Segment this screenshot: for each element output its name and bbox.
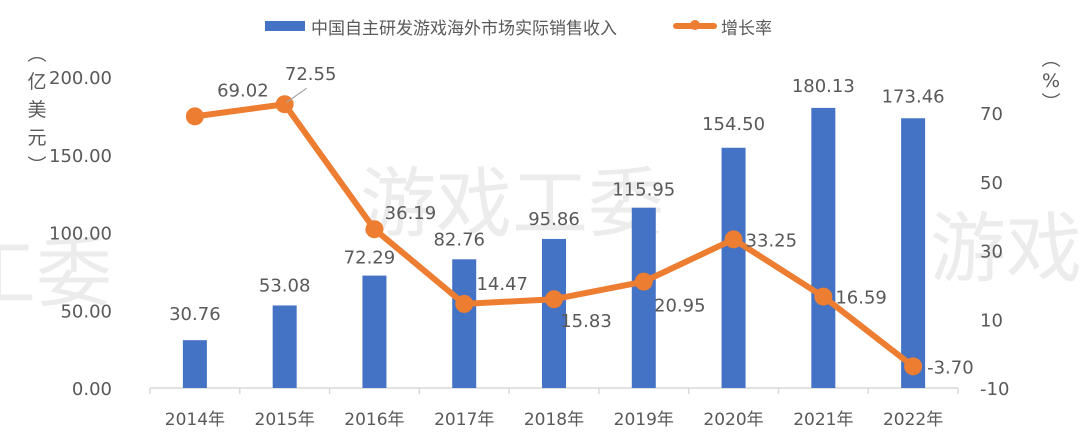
line-swatch-icon xyxy=(673,20,717,30)
revenue-value-label: 30.76 xyxy=(169,304,221,325)
right-axis-ticks: -10 10 30 50 70 xyxy=(980,104,1009,400)
revenue-bar xyxy=(452,259,477,388)
left-axis-title-char: ︵ xyxy=(27,43,47,65)
revenue-bar xyxy=(901,118,926,388)
x-axis-category-label: 2017年 xyxy=(434,410,494,430)
left-axis-tick-label: 0.00 xyxy=(72,379,112,400)
revenue-value-label: 154.50 xyxy=(702,114,765,135)
growth-value-label: 16.59 xyxy=(835,288,887,309)
label-leader-line xyxy=(286,87,308,103)
x-axis-category-label: 2018年 xyxy=(524,410,584,430)
growth-value-label: 20.95 xyxy=(654,296,706,317)
x-axis-category-label: 2016年 xyxy=(344,410,404,430)
right-axis-tick-label: 50 xyxy=(980,173,1003,194)
revenue-value-label: 95.86 xyxy=(528,209,580,230)
x-axis: 2014年 2015年 2016年 2017年 2018年 2019年 2020年 2021年… xyxy=(149,387,959,430)
chart-legend: 中国自主研发游戏海外市场实际销售收入 增长率 xyxy=(265,14,828,39)
growth-value-label: 69.02 xyxy=(217,80,269,101)
revenue-bar xyxy=(542,238,566,388)
right-axis-tick-label: 70 xyxy=(980,104,1003,125)
revenue-value-label: 173.46 xyxy=(882,86,945,107)
left-axis-title-char: 美 xyxy=(27,99,47,121)
x-axis-category-label: 2015年 xyxy=(255,410,315,430)
growth-marker xyxy=(545,290,563,309)
right-axis-tick-label: 10 xyxy=(980,310,1003,331)
left-axis-ticks: 0.00 50.00 100.00 150.00 200.00 xyxy=(49,68,112,400)
growth-marker xyxy=(904,357,923,376)
growth-value-label: 33.25 xyxy=(746,230,798,251)
left-axis-tick-label: 150.00 xyxy=(49,146,112,167)
revenue-bar xyxy=(272,305,297,388)
x-axis-category-label: 2019年 xyxy=(614,410,674,430)
watermark-text: 游戏工委 xyxy=(360,159,664,248)
revenue-value-label: 72.29 xyxy=(344,248,396,269)
x-axis-category-label: 2014年 xyxy=(165,410,225,430)
bar-swatch-icon xyxy=(265,21,305,31)
revenue-value-label: 53.08 xyxy=(259,275,311,296)
left-axis-title-char: 亿 xyxy=(27,71,47,93)
watermark: 工委游戏工委游戏工委 xyxy=(0,159,1080,318)
legend-item-revenue: 中国自主研发游戏海外市场实际销售收入 xyxy=(265,14,617,39)
bar-series xyxy=(182,107,926,388)
watermark-text: 游戏工委 xyxy=(930,204,1080,293)
x-axis-category-label: 2020年 xyxy=(703,410,763,430)
legend-item-growth: 增长率 xyxy=(673,14,772,39)
revenue-bar xyxy=(362,275,387,388)
left-axis-tick-label: 200.00 xyxy=(49,68,112,89)
revenue-bar xyxy=(811,107,836,388)
revenue-value-label: 82.76 xyxy=(433,229,485,250)
right-axis-title-char: % xyxy=(1041,70,1061,92)
revenue-bar xyxy=(182,340,207,388)
growth-value-label: -3.70 xyxy=(927,357,974,378)
watermark-text: 工委 xyxy=(0,229,112,318)
growth-line-series xyxy=(185,87,923,376)
legend-label-growth: 增长率 xyxy=(721,18,772,39)
growth-value-label: 36.19 xyxy=(385,203,437,224)
growth-value-label: 14.47 xyxy=(476,274,528,295)
data-labels: 30.76 53.08 72.29 82.76 95.86 115.95 154.50 180… xyxy=(169,64,974,378)
left-axis-title-char: 元 xyxy=(27,127,47,149)
right-axis-tick-label: 30 xyxy=(980,242,1003,263)
growth-marker xyxy=(185,107,204,126)
growth-marker xyxy=(814,287,833,306)
growth-value-label: 15.83 xyxy=(560,311,612,332)
left-axis-title-char: ︶ xyxy=(27,155,47,177)
left-axis-tick-label: 100.00 xyxy=(49,224,112,245)
revenue-value-label: 180.13 xyxy=(792,76,855,97)
legend-label-revenue: 中国自主研发游戏海外市场实际销售收入 xyxy=(311,18,617,39)
growth-marker xyxy=(455,294,474,313)
left-axis-title: ︵ 亿 美 元 ︶ xyxy=(26,40,48,180)
growth-marker xyxy=(724,230,743,249)
growth-value-label: 72.55 xyxy=(285,64,337,85)
revenue-bar xyxy=(721,147,746,388)
right-axis-title: ︵ % ︶ xyxy=(1040,48,1062,114)
left-axis-tick-label: 50.00 xyxy=(60,301,112,322)
revenue-value-label: 115.95 xyxy=(612,180,675,201)
revenue-bar xyxy=(631,207,656,388)
growth-marker xyxy=(365,220,384,239)
growth-marker xyxy=(634,272,653,291)
right-axis-tick-label: -10 xyxy=(980,379,1009,400)
right-axis-title-char: ︶ xyxy=(1041,92,1061,114)
growth-marker xyxy=(275,95,294,114)
x-axis-category-label: 2022年 xyxy=(883,410,943,430)
x-axis-category-label: 2021年 xyxy=(793,410,853,430)
right-axis-title-char: ︵ xyxy=(1041,48,1061,70)
